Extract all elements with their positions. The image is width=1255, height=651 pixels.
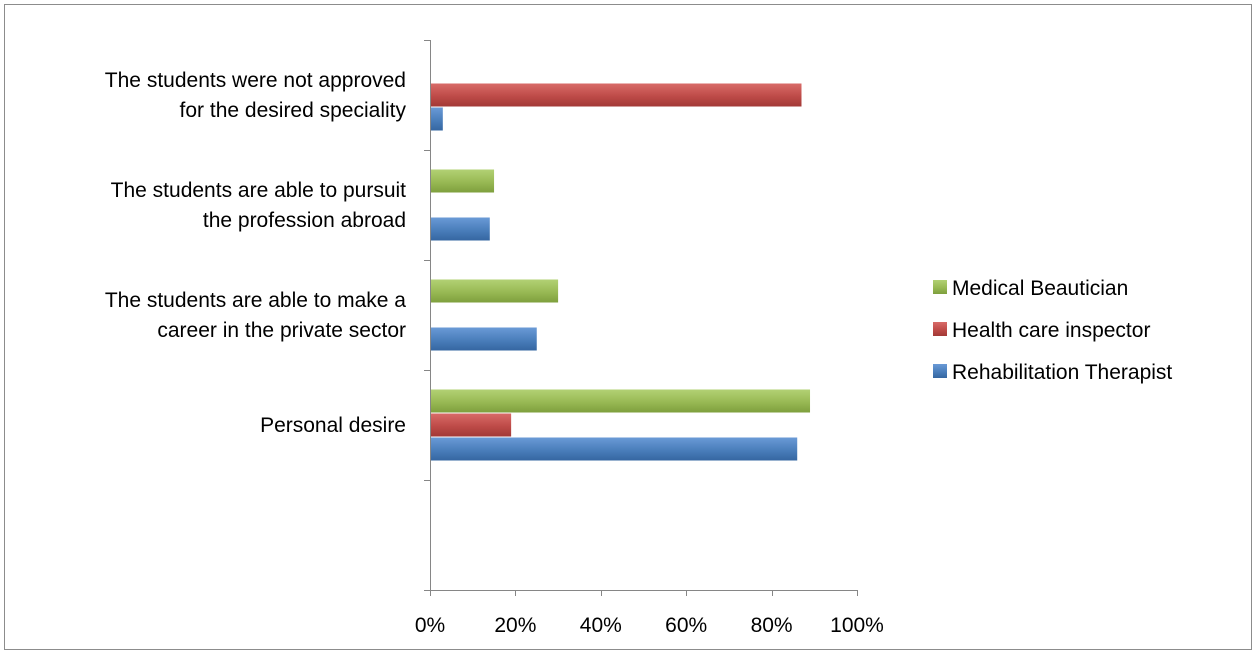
category-label: Personal desire [260, 414, 406, 437]
category-labels: The students were not approved for the de… [105, 69, 407, 437]
x-tick-label: 100% [830, 614, 884, 637]
bar-medical-beautician [431, 279, 559, 303]
category-label: The students are able to make a career in… [105, 289, 406, 342]
bar-medical-beautician [431, 169, 495, 193]
bar-health-care-inspector [431, 83, 802, 107]
axes [424, 40, 858, 596]
bar-rehabilitation-therapist [431, 217, 490, 241]
legend-swatch [933, 322, 947, 336]
x-tick-label: 80% [751, 614, 793, 637]
bar-rehabilitation-therapist [431, 107, 443, 131]
chart-area [4, 4, 1252, 650]
x-tick-label: 40% [580, 614, 622, 637]
x-tick-label: 60% [665, 614, 707, 637]
legend-label: Rehabilitation Therapist [952, 361, 1172, 384]
bar-rehabilitation-therapist [431, 437, 798, 461]
bar-health-care-inspector [431, 413, 512, 437]
legend-swatch [933, 280, 947, 294]
bar-medical-beautician [431, 389, 811, 413]
legend-label: Health care inspector [952, 319, 1150, 342]
x-tick-label: 20% [494, 614, 536, 637]
bars [431, 83, 811, 461]
legend-swatch [933, 364, 947, 378]
legend: Medical Beautician Health care inspector R… [933, 277, 1172, 384]
x-tick-label: 0% [415, 614, 445, 637]
legend-label: Medical Beautician [952, 277, 1128, 300]
x-axis-tick-labels: 0% 20% 40% 60% 80% 100% [415, 614, 884, 637]
category-label: The students are able to pursuit the prof… [111, 179, 407, 232]
bar-rehabilitation-therapist [431, 327, 537, 351]
category-label: The students were not approved for the de… [105, 69, 407, 122]
